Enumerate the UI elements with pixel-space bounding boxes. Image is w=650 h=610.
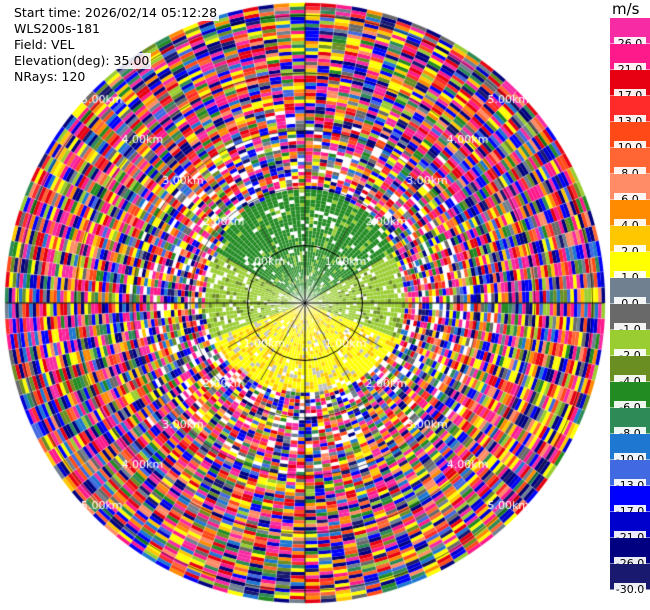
colorbar-cell: 13.0 — [610, 96, 650, 128]
colorbar: 26.021.017.013.010.08.06.04.02.01.00.0-1… — [610, 18, 650, 596]
colorbar-cell: -21.0 — [610, 512, 650, 544]
colorbar-tick-label: -30.0 — [614, 583, 646, 596]
colorbar-cell: -17.0 — [610, 486, 650, 518]
colorbar-cell: 26.0 — [610, 18, 650, 50]
colorbar-cell: 10.0 — [610, 122, 650, 154]
colorbar-cell: 4.0 — [610, 200, 650, 232]
colorbar-cell: 8.0 — [610, 148, 650, 180]
colorbar-cell: 17.0 — [610, 70, 650, 102]
colorbar-cell: 1.0 — [610, 252, 650, 284]
start-time-text: Start time: 2026/02/14 05:12:28 — [12, 5, 220, 21]
colorbar-unit: m/s — [612, 0, 640, 18]
colorbar-cell: -8.0 — [610, 408, 650, 440]
colorbar-cell: -6.0 — [610, 382, 650, 414]
colorbar-cell: -10.0 — [610, 434, 650, 466]
colorbar-cell: -4.0 — [610, 356, 650, 388]
colorbar-cell: -26.0 — [610, 538, 650, 570]
colorbar-cell: -13.0 — [610, 460, 650, 492]
colorbar-cell: -1.0 — [610, 304, 650, 336]
colorbar-cell: -30.0 — [610, 564, 650, 596]
colorbar-cell: 21.0 — [610, 44, 650, 76]
instrument-name: WLS200s-181 — [12, 21, 102, 37]
colorbar-cell: 0.0 — [610, 278, 650, 310]
colorbar-cell: -2.0 — [610, 330, 650, 362]
field-label: Field: VEL — [12, 37, 77, 53]
nrays-label: NRays: 120 — [12, 69, 88, 85]
elevation-label: Elevation(deg): 35.00 — [12, 53, 152, 69]
colorbar-cell: 6.0 — [610, 174, 650, 206]
colorbar-cell: 2.0 — [610, 226, 650, 258]
